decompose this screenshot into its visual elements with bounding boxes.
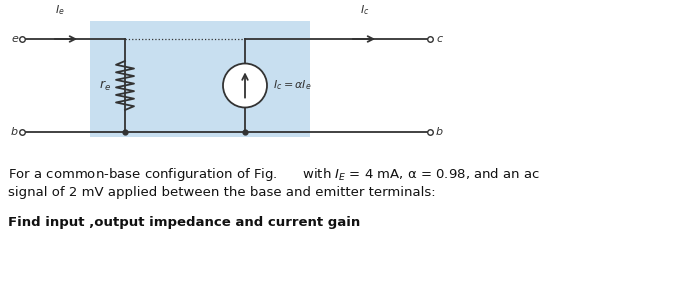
Text: signal of 2 mV applied between the base and emitter terminals:: signal of 2 mV applied between the base … — [8, 186, 436, 199]
Circle shape — [223, 64, 267, 108]
FancyBboxPatch shape — [90, 21, 310, 137]
Text: For a common-base configuration of Fig.      with $I_E$ = 4 mA, α = 0.98, and an: For a common-base configuration of Fig. … — [8, 166, 540, 183]
Text: e: e — [11, 34, 18, 44]
Text: b: b — [436, 127, 443, 137]
Text: $I_e$: $I_e$ — [55, 3, 65, 17]
Text: $I_c$: $I_c$ — [360, 3, 369, 17]
Text: $I_c = \alpha I_e$: $I_c = \alpha I_e$ — [273, 78, 312, 92]
Text: $r_e$: $r_e$ — [99, 78, 111, 93]
Text: b: b — [11, 127, 18, 137]
Text: Find input ,output impedance and current gain: Find input ,output impedance and current… — [8, 216, 360, 229]
Text: c: c — [436, 34, 442, 44]
